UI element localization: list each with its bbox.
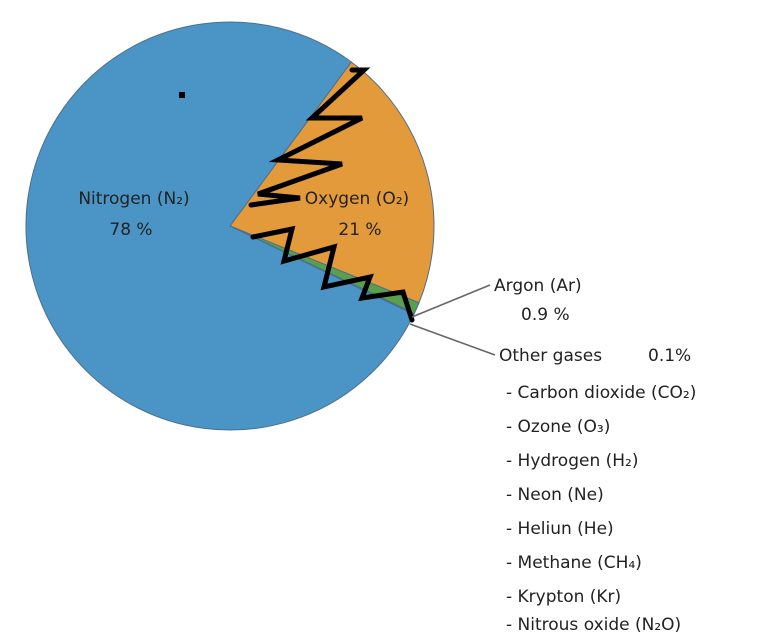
scribble-upper [248, 67, 371, 208]
other-gas-item: - Heliun (He) [506, 519, 614, 539]
argon-label: Argon (Ar) [494, 276, 582, 296]
scribble-lower [250, 225, 415, 323]
other-leader-line [409, 323, 496, 356]
nitrogen-label: Nitrogen (N₂) [78, 189, 189, 209]
argon-value-label: 0.9 % [521, 305, 570, 325]
other-gas-item: - Neon (Ne) [506, 485, 604, 505]
slices-layer [25, 21, 435, 431]
annotation-marks [179, 67, 415, 323]
oxygen-value-label: 21 % [338, 220, 381, 240]
other-gas-item: - Carbon dioxide (CO₂) [506, 383, 696, 403]
labels-layer: Nitrogen (N₂) 78 % Oxygen (O₂) 21 % Argo… [78, 189, 696, 635]
other-gases-label: Other gases [499, 346, 602, 366]
pie-slice-nitrogen [25, 21, 415, 431]
pie-slice-oxygen [229, 61, 435, 304]
nitrogen-value-label: 78 % [109, 220, 152, 240]
oxygen-label: Oxygen (O₂) [305, 189, 409, 209]
other-gas-item: - Hydrogen (H₂) [506, 451, 638, 471]
other-gases-value-label: 0.1% [648, 346, 691, 366]
other-gas-item: - Krypton (Kr) [506, 587, 621, 607]
other-gas-item: - Ozone (O₃) [506, 417, 610, 437]
other-gas-item: - Nitrous oxide (N₂O) [506, 615, 681, 635]
leader-lines [409, 284, 496, 356]
other-gas-item: - Methane (CH₄) [506, 553, 642, 573]
argon-leader-line [411, 284, 491, 318]
dot-mark [179, 92, 185, 98]
